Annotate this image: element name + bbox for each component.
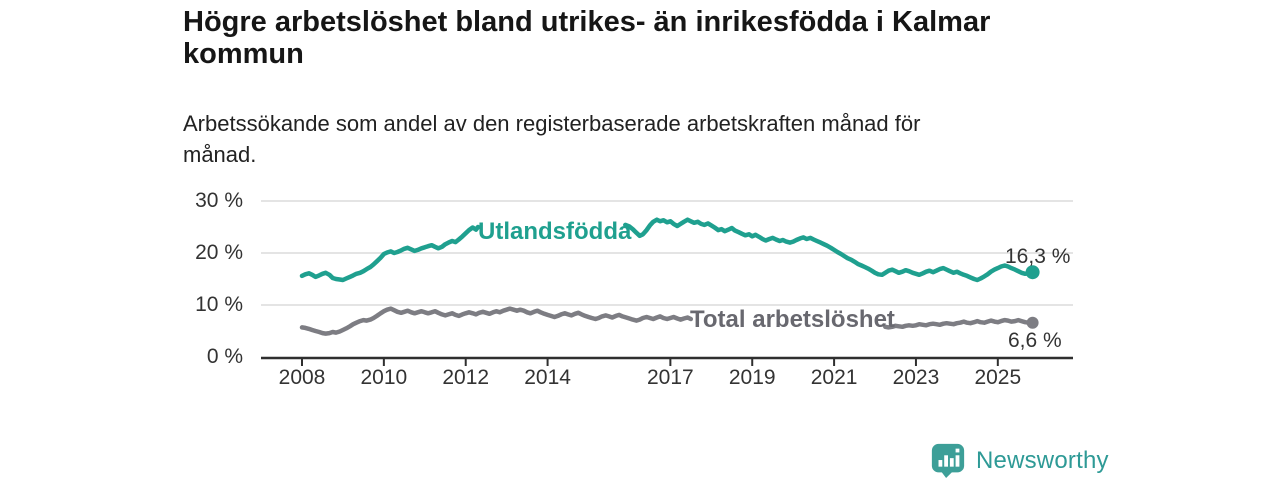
x-axis-label-2025: 2025 [974,366,1022,389]
x-axis-label-2023: 2023 [892,366,940,389]
end-value-label-utlandsfodda: 16,3 % [1005,245,1071,268]
series-label-utlandsfodda: Utlandsfödda [478,218,632,245]
y-axis-label-20: 20 % [195,241,243,264]
chart-subtitle: Arbetssökande som andel av den registerb… [183,108,1183,170]
series-line-0-segment-0 [299,224,481,283]
newsworthy-icon [929,442,967,479]
chart-subtitle-line-1: Arbetssökande som andel av den registerb… [183,111,921,136]
y-axis-label-10: 10 % [195,293,243,316]
end-value-label-total: 6,6 % [1008,329,1062,352]
series-line-1-segment-1 [883,317,1035,330]
page-title: Högre arbetslöshet bland utrikes- än inr… [183,6,1183,70]
series-line-0-segment-1 [623,217,1035,283]
page-title-line-2: kommun [183,38,304,70]
x-axis [261,356,1073,366]
newsworthy-logo[interactable]: Newsworthy [929,442,1109,479]
chart-subtitle-line-2: månad. [183,142,257,167]
series-line-1-segment-0 [299,306,694,336]
series-end-dot-1 [1026,316,1039,329]
x-axis-label-2014: 2014 [524,366,571,389]
series-end-dot-0 [1025,265,1040,280]
series-end-dots [1025,265,1040,329]
y-axis-label-0: 0 % [206,345,243,368]
x-axis-label-2010: 2010 [360,366,408,389]
page-title-line-1: Högre arbetslöshet bland utrikes- än inr… [183,6,991,38]
series-label-total-arbetsloshet: Total arbetslöshet [690,306,895,333]
x-axis-label-2012: 2012 [442,366,490,389]
x-axis-label-2008: 2008 [278,366,326,389]
newsworthy-brand-text: Newsworthy [976,446,1109,474]
x-axis-label-2019: 2019 [728,366,776,389]
x-axis-label-2021: 2021 [810,366,858,389]
x-axis-label-2017: 2017 [647,366,694,389]
series-lines [299,217,1035,336]
y-axis-label-30: 30 % [195,189,243,212]
